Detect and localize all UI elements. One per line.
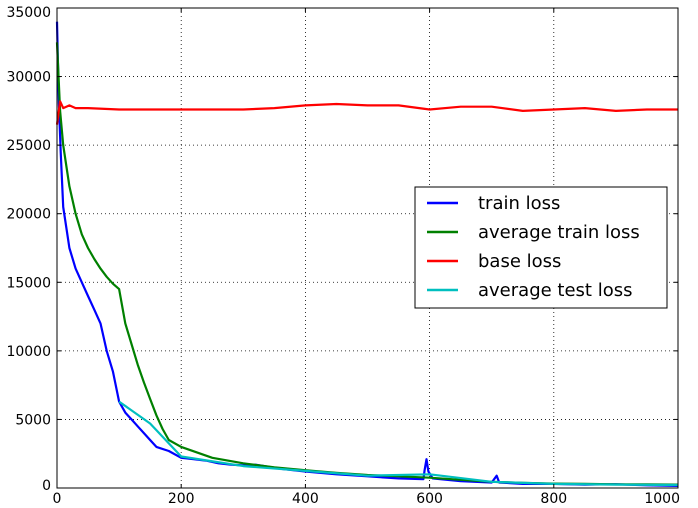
- y-tick-label: 25000: [6, 138, 51, 154]
- y-tick-label: 10000: [6, 344, 51, 360]
- x-tick-label: 0: [53, 491, 62, 507]
- y-tick-label: 35000: [6, 5, 51, 21]
- legend: train loss average train loss base loss ave…: [414, 186, 668, 309]
- axis-ticks: 0 200 400 600 800 100005000100001500020000250…: [6, 5, 680, 507]
- legend-label: average test loss: [478, 280, 632, 301]
- y-tick-label: 15000: [6, 275, 51, 291]
- x-tick-label: 200: [168, 491, 195, 507]
- y-tick-label: 5000: [15, 412, 51, 428]
- axes-frame: [56, 7, 679, 489]
- legend-label: base loss: [478, 251, 561, 272]
- series-line: [55, 100, 678, 125]
- series-line: [118, 400, 679, 487]
- y-tick-label: 0: [42, 478, 51, 494]
- x-tick-label: 1000: [644, 491, 680, 507]
- y-tick-label: 30000: [6, 70, 51, 86]
- y-tick-label: 20000: [6, 207, 51, 223]
- x-tick-label: 400: [292, 491, 319, 507]
- legend-box: [414, 186, 668, 309]
- legend-label: average train loss: [478, 222, 640, 243]
- series-lines: [55, 21, 679, 487]
- legend-label: train loss: [478, 193, 560, 214]
- x-tick-label: 800: [540, 491, 567, 507]
- x-tick-label: 600: [416, 491, 443, 507]
